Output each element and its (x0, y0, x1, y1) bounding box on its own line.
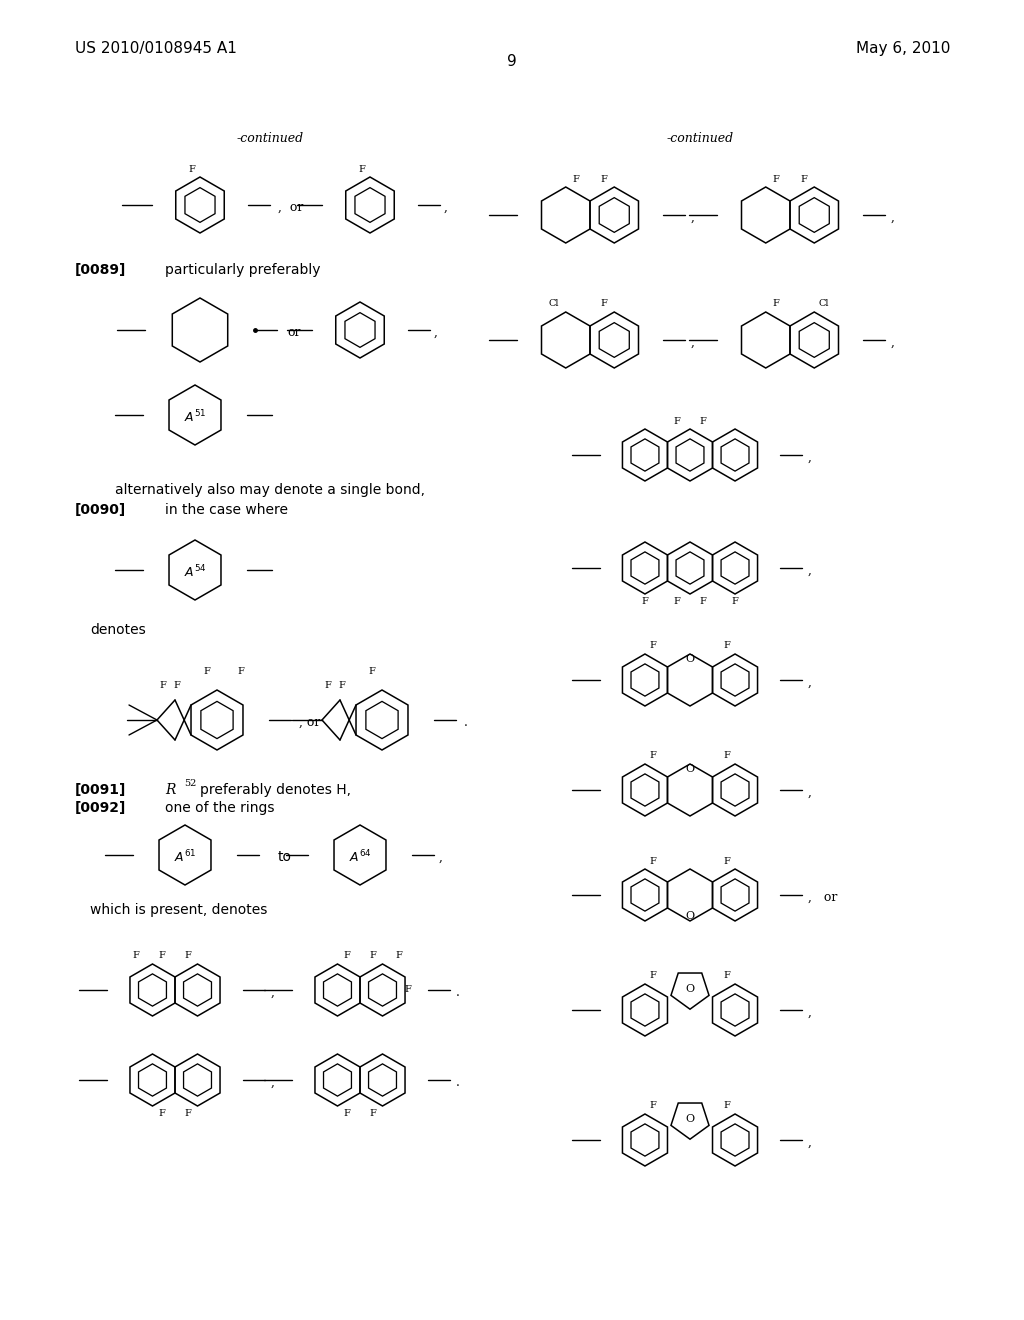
Text: ,: , (808, 450, 812, 463)
Text: preferably denotes H,: preferably denotes H, (200, 783, 351, 797)
Text: O: O (685, 1114, 694, 1125)
Text: F: F (325, 681, 332, 689)
Text: [0090]: [0090] (75, 503, 126, 517)
Text: F: F (159, 1110, 166, 1118)
Text: or: or (288, 326, 301, 338)
Text: F: F (649, 972, 656, 981)
Text: .: . (464, 715, 468, 729)
Text: $A^{54}$: $A^{54}$ (183, 564, 206, 581)
Text: Cl: Cl (548, 300, 559, 309)
Text: 52: 52 (184, 779, 197, 788)
Text: R: R (165, 783, 175, 797)
Text: [0092]: [0092] (75, 801, 126, 814)
Text: F: F (699, 417, 707, 425)
Text: F: F (204, 668, 211, 676)
Text: ,: , (270, 1076, 274, 1089)
Text: $A^{64}$: $A^{64}$ (349, 849, 372, 866)
Text: -continued: -continued (667, 132, 733, 144)
Text: O: O (685, 764, 694, 774)
Text: alternatively also may denote a single bond,: alternatively also may denote a single b… (115, 483, 425, 498)
Text: ,: , (691, 335, 694, 348)
Text: F: F (344, 952, 350, 961)
Text: F: F (395, 952, 402, 961)
Text: F: F (649, 1101, 656, 1110)
Text: ,: , (891, 210, 895, 223)
Text: ,: , (443, 201, 447, 214)
Text: F: F (370, 1110, 377, 1118)
Text: ,: , (808, 564, 812, 577)
Text: in the case where: in the case where (165, 503, 288, 517)
Text: F: F (772, 174, 779, 183)
Text: F: F (731, 598, 738, 606)
Text: [0091]: [0091] (75, 783, 126, 797)
Text: [0089]: [0089] (75, 263, 126, 277)
Text: O: O (685, 653, 694, 664)
Text: O: O (685, 985, 694, 994)
Text: F: F (184, 952, 191, 961)
Text: May 6, 2010: May 6, 2010 (856, 41, 950, 55)
Text: US 2010/0108945 A1: US 2010/0108945 A1 (75, 41, 237, 55)
Text: F: F (188, 165, 196, 173)
Text: F: F (344, 1110, 350, 1118)
Text: F: F (674, 598, 680, 606)
Text: F: F (358, 165, 366, 173)
Text: , or: , or (299, 715, 321, 729)
Text: O: O (685, 911, 694, 921)
Text: F: F (173, 681, 180, 689)
Text: ,: , (808, 1006, 812, 1019)
Text: F: F (801, 174, 808, 183)
Text: denotes: denotes (90, 623, 145, 638)
Text: F: F (772, 300, 779, 309)
Text: F: F (724, 857, 731, 866)
Text: F: F (159, 952, 166, 961)
Text: ,   or: , or (808, 891, 838, 903)
Text: F: F (132, 952, 139, 961)
Text: which is present, denotes: which is present, denotes (90, 903, 267, 917)
Text: .: . (456, 1076, 460, 1089)
Text: $A^{51}$: $A^{51}$ (184, 409, 206, 425)
Text: to: to (278, 850, 292, 865)
Text: F: F (724, 751, 731, 760)
Text: ,: , (808, 1135, 812, 1148)
Text: F: F (724, 972, 731, 981)
Text: F: F (649, 857, 656, 866)
Text: ,: , (433, 326, 437, 338)
Text: ,: , (891, 335, 895, 348)
Text: -continued: -continued (237, 132, 303, 144)
Text: F: F (404, 986, 411, 994)
Text: F: F (370, 952, 377, 961)
Text: $A^{61}$: $A^{61}$ (174, 849, 197, 866)
Text: particularly preferably: particularly preferably (165, 263, 321, 277)
Text: F: F (339, 681, 345, 689)
Text: ,: , (270, 986, 274, 998)
Text: F: F (674, 417, 680, 425)
Text: 9: 9 (507, 54, 517, 70)
Text: F: F (724, 642, 731, 651)
Text: ,: , (808, 785, 812, 799)
Text: .: . (456, 986, 460, 998)
Text: F: F (572, 174, 580, 183)
Text: one of the rings: one of the rings (165, 801, 274, 814)
Text: ,  or: , or (279, 201, 304, 214)
Text: F: F (600, 174, 607, 183)
Text: F: F (641, 598, 648, 606)
Text: F: F (369, 668, 376, 676)
Text: F: F (649, 751, 656, 760)
Text: F: F (600, 300, 607, 309)
Text: F: F (724, 1101, 731, 1110)
Text: F: F (649, 642, 656, 651)
Text: ,: , (808, 676, 812, 689)
Text: F: F (237, 668, 244, 676)
Text: F: F (160, 681, 167, 689)
Text: ,: , (439, 850, 442, 863)
Text: ,: , (691, 210, 694, 223)
Text: F: F (699, 598, 707, 606)
Text: Cl: Cl (818, 300, 828, 309)
Text: F: F (184, 1110, 191, 1118)
